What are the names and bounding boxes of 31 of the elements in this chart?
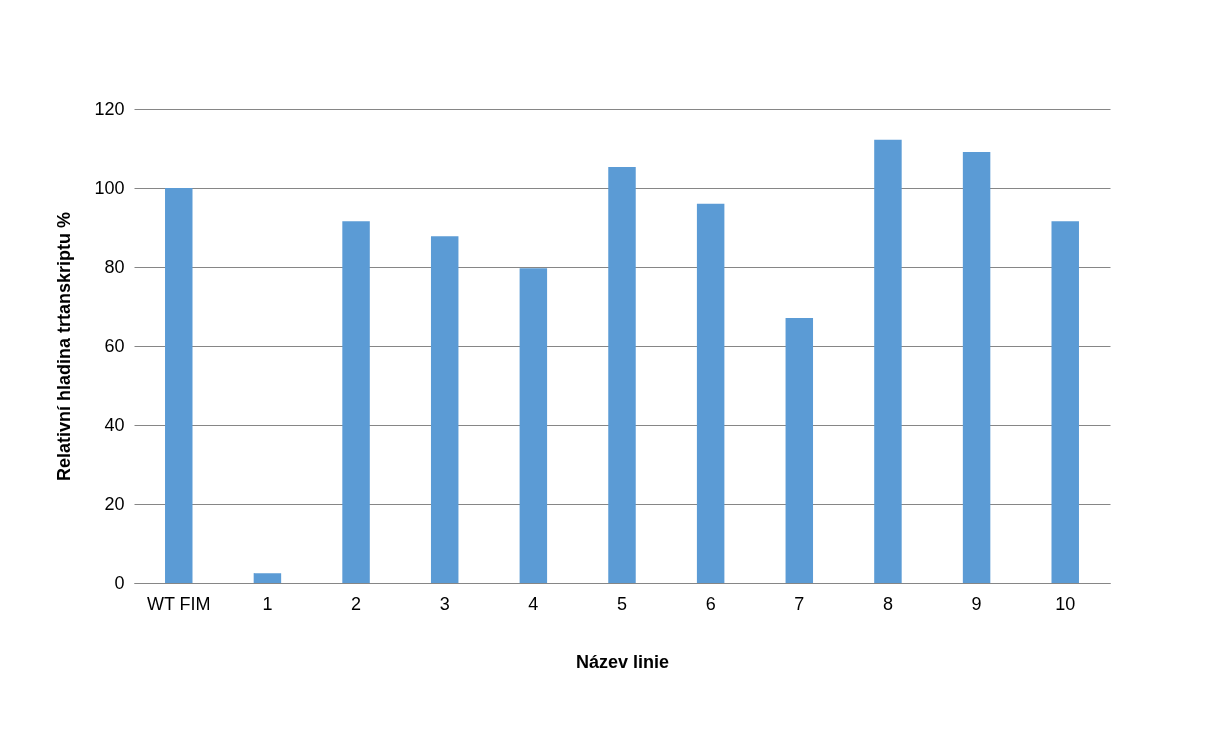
x-tick-label: 10 — [1055, 593, 1076, 614]
y-axis-title: Relativní hladina trtanskriptu % — [54, 211, 75, 482]
y-tick-label: 120 — [94, 98, 125, 119]
y-tick-label: 60 — [104, 335, 125, 356]
bar — [608, 167, 636, 583]
bar — [519, 268, 548, 583]
x-tick-label: 8 — [882, 593, 893, 614]
x-tick-label: WT FIM — [146, 593, 211, 614]
bar — [253, 573, 282, 583]
bar — [874, 139, 902, 583]
bar — [430, 236, 459, 583]
y-tick-label: 40 — [104, 414, 125, 435]
bar — [1051, 221, 1079, 583]
x-tick-label: 2 — [351, 593, 362, 614]
x-tick-label: 9 — [971, 593, 982, 614]
x-tick-label: 5 — [616, 593, 628, 614]
x-tick-label: 7 — [794, 593, 805, 614]
y-tick-label: 20 — [104, 493, 125, 514]
bar — [696, 203, 725, 583]
bar — [165, 188, 193, 583]
y-tick-label: 0 — [114, 572, 125, 593]
bar — [342, 221, 370, 583]
x-tick-label: 6 — [705, 593, 716, 614]
x-tick-label: 3 — [439, 593, 450, 614]
x-tick-label: 4 — [528, 593, 539, 614]
x-axis-title: Název linie — [575, 651, 670, 672]
y-tick-label: 100 — [94, 177, 125, 198]
x-tick-label: 1 — [262, 593, 273, 614]
bar — [962, 152, 991, 583]
bar — [785, 317, 814, 583]
y-tick-label: 80 — [104, 256, 125, 277]
